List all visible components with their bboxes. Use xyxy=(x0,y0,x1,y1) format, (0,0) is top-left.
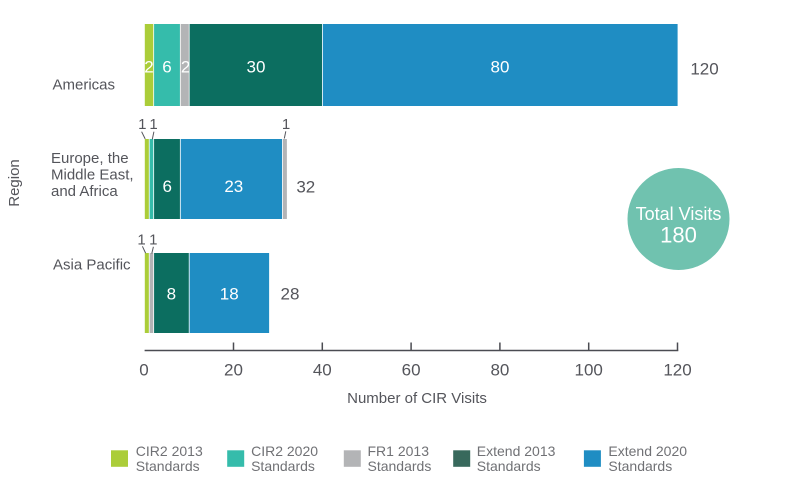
svg-text:Region: Region xyxy=(6,159,23,207)
svg-text:30: 30 xyxy=(247,58,266,77)
svg-text:1: 1 xyxy=(138,116,146,133)
svg-text:Number of CIR Visits: Number of CIR Visits xyxy=(347,390,487,407)
svg-text:60: 60 xyxy=(402,361,421,380)
svg-text:8: 8 xyxy=(167,285,176,304)
svg-text:1: 1 xyxy=(282,116,290,133)
svg-text:28: 28 xyxy=(281,285,300,304)
svg-text:Total Visits: Total Visits xyxy=(636,204,722,224)
svg-text:Standards: Standards xyxy=(251,458,315,474)
svg-text:2: 2 xyxy=(144,58,153,77)
svg-text:and Africa: and Africa xyxy=(51,183,118,200)
svg-text:1: 1 xyxy=(149,116,157,133)
svg-text:0: 0 xyxy=(139,361,148,380)
svg-text:2: 2 xyxy=(181,58,190,77)
svg-text:20: 20 xyxy=(224,361,243,380)
svg-text:100: 100 xyxy=(575,361,603,380)
svg-text:CIR2 2013: CIR2 2013 xyxy=(136,443,203,459)
svg-text:Americas: Americas xyxy=(53,77,116,94)
svg-text:Standards: Standards xyxy=(368,458,432,474)
svg-text:Standards: Standards xyxy=(608,458,672,474)
svg-text:80: 80 xyxy=(491,58,510,77)
svg-text:180: 180 xyxy=(660,222,697,247)
svg-text:Standards: Standards xyxy=(136,458,200,474)
svg-text:18: 18 xyxy=(220,285,239,304)
svg-text:80: 80 xyxy=(490,361,509,380)
svg-text:1: 1 xyxy=(149,231,157,248)
svg-text:120: 120 xyxy=(690,60,718,79)
svg-text:32: 32 xyxy=(296,178,315,197)
svg-text:Extend 2013: Extend 2013 xyxy=(477,443,556,459)
svg-text:CIR2 2020: CIR2 2020 xyxy=(251,443,318,459)
svg-text:Asia Pacific: Asia Pacific xyxy=(53,257,131,274)
svg-text:6: 6 xyxy=(162,177,171,196)
svg-text:120: 120 xyxy=(663,361,691,380)
svg-text:Standards: Standards xyxy=(477,458,541,474)
svg-text:40: 40 xyxy=(313,361,332,380)
svg-text:Middle East,: Middle East, xyxy=(51,167,134,184)
svg-text:Europe, the: Europe, the xyxy=(51,150,129,167)
svg-text:1: 1 xyxy=(137,231,145,248)
svg-text:Extend 2020: Extend 2020 xyxy=(608,443,687,459)
svg-text:23: 23 xyxy=(224,177,243,196)
svg-text:FR1 2013: FR1 2013 xyxy=(368,443,430,459)
svg-text:6: 6 xyxy=(162,58,171,77)
